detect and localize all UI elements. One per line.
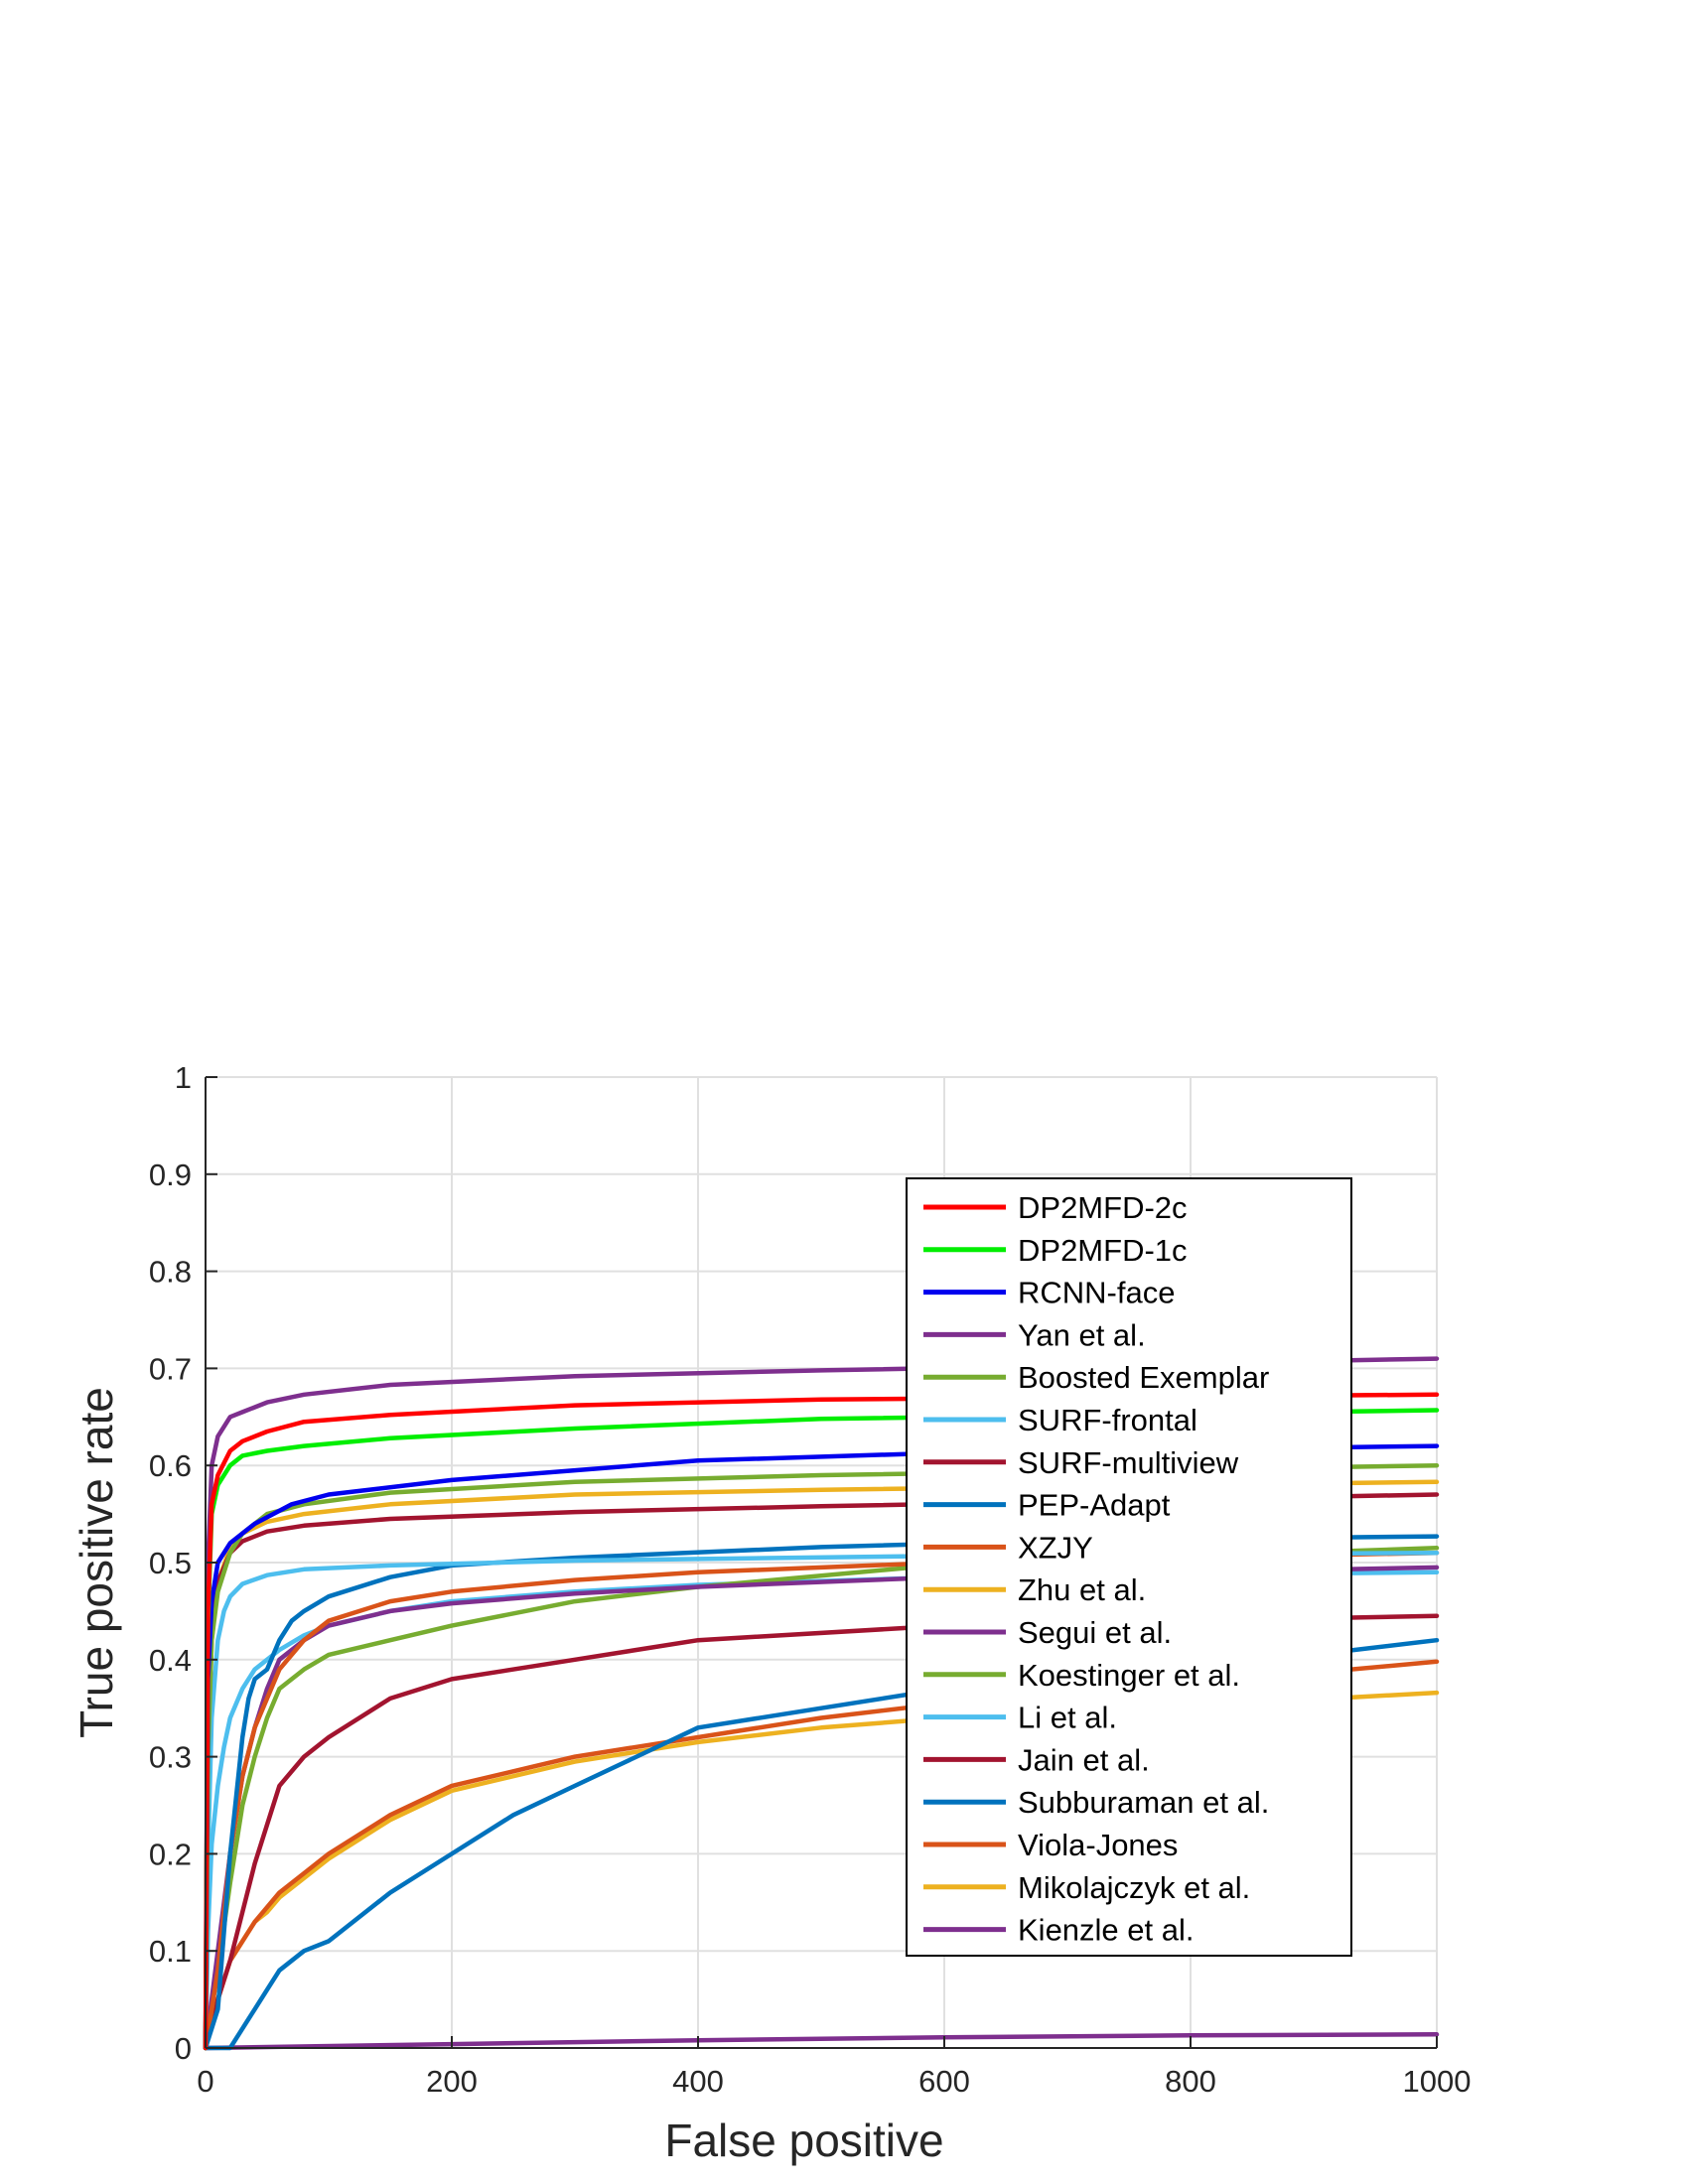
- y-tick-labels: 0 0.1 0.2 0.3 0.4 0.5 0.6 0.7 0.8 0.9 1: [149, 1060, 192, 2066]
- series-lines: [203, 1356, 1440, 2051]
- y-tick-label: 0.8: [149, 1255, 192, 1290]
- x-tick-labels: 0 200 400 600 800 1000: [197, 2064, 1471, 2099]
- y-tick-label: 0.3: [149, 1740, 192, 1775]
- series-line-subburaman-et-al: [203, 1637, 1440, 2051]
- x-axis-title: False positive: [664, 2115, 943, 2166]
- legend-label-zhu-et-al: Zhu et al.: [1018, 1572, 1146, 1607]
- legend-label-koestinger-et-al: Koestinger et al.: [1018, 1658, 1240, 1693]
- legend-label-dp2mfd-1c: DP2MFD-1c: [1018, 1233, 1188, 1268]
- legend-label-dp2mfd-2c: DP2MFD-2c: [1018, 1190, 1188, 1225]
- legend-label-kienzle-et-al: Kienzle et al.: [1018, 1913, 1195, 1948]
- series-line-surf-frontal: [203, 1550, 1440, 2051]
- legend-label-surf-frontal: SURF-frontal: [1018, 1403, 1197, 1437]
- axes: [205, 1076, 1438, 2049]
- series-line-koestinger-et-al: [203, 1546, 1440, 2051]
- legend-label-li-et-al: Li et al.: [1018, 1701, 1117, 1735]
- x-tick-label: 400: [672, 2064, 724, 2099]
- series-line-yan-et-al: [203, 1356, 1440, 2051]
- series-line-kienzle-et-al: [203, 2032, 1440, 2051]
- series-line-dp2mfd-2c: [203, 1392, 1440, 2051]
- y-axis-title: True positive rate: [70, 1387, 122, 1738]
- y-tick-label: 0.6: [149, 1448, 192, 1483]
- y-tick-label: 0.5: [149, 1546, 192, 1580]
- series-line-pep-adapt: [203, 1534, 1440, 2051]
- x-tick-label: 200: [426, 2064, 478, 2099]
- y-tick-label: 0: [175, 2031, 192, 2066]
- y-tick-label: 0.4: [149, 1643, 192, 1678]
- series-line-jain-et-al: [203, 1613, 1440, 2051]
- legend-label-subburaman-et-al: Subburaman et al.: [1018, 1785, 1269, 1820]
- y-tick-label: 0.1: [149, 1934, 192, 1969]
- legend-box: [906, 1177, 1352, 1957]
- x-tick-label: 600: [918, 2064, 970, 2099]
- legend: DP2MFD-2c DP2MFD-1c RCNN-face Yan et al. Boo…: [906, 1177, 1352, 1957]
- y-tick-label: 0.2: [149, 1837, 192, 1871]
- legend-label-mikolajczyk-et-al: Mikolajczyk et al.: [1018, 1870, 1250, 1905]
- legend-label-viola-jones: Viola-Jones: [1018, 1828, 1178, 1862]
- legend-items: DP2MFD-2c DP2MFD-1c RCNN-face Yan et al. Boo…: [923, 1190, 1269, 1948]
- legend-label-surf-multiview: SURF-multiview: [1018, 1445, 1239, 1480]
- series-line-rcnn-face: [203, 1443, 1440, 2051]
- legend-label-yan-et-al: Yan et al.: [1018, 1317, 1146, 1352]
- legend-label-jain-et-al: Jain et al.: [1018, 1742, 1150, 1777]
- legend-label-xzjy: XZJY: [1018, 1530, 1093, 1565]
- x-tick-label: 800: [1165, 2064, 1216, 2099]
- legend-label-pep-adapt: PEP-Adapt: [1018, 1488, 1171, 1523]
- y-tick-label: 1: [175, 1060, 192, 1095]
- x-tick-label: 1000: [1403, 2064, 1472, 2099]
- legend-label-segui-et-al: Segui et al.: [1018, 1615, 1172, 1650]
- y-tick-label: 0.9: [149, 1158, 192, 1192]
- legend-label-boosted-exemplar: Boosted Exemplar: [1018, 1360, 1269, 1395]
- legend-label-rcnn-face: RCNN-face: [1018, 1276, 1175, 1310]
- y-tick-label: 0.7: [149, 1351, 192, 1386]
- x-tick-label: 0: [197, 2064, 213, 2099]
